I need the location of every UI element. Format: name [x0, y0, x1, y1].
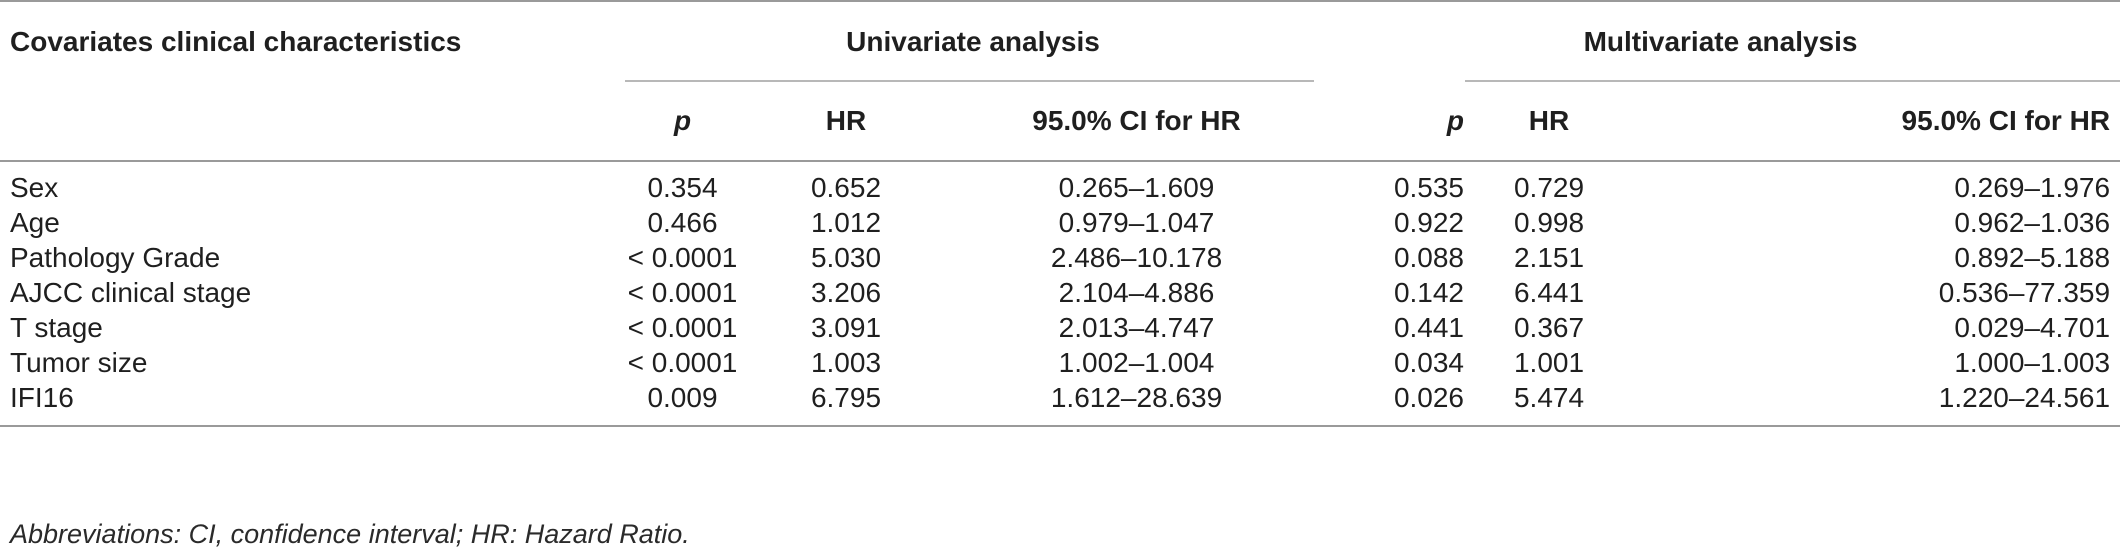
multivariate-hr-value: 1.001 — [1513, 346, 1585, 378]
univariate-hr-value: 5.030 — [810, 241, 882, 273]
univariate-p-value: 0.009 — [625, 380, 740, 427]
univariate-hr-value: 3.091 — [810, 311, 882, 343]
covariate-label: Sex — [10, 171, 59, 203]
multivariate-ci-spacer — [1634, 82, 1872, 162]
univariate-p-value: < 0.0001 — [627, 346, 738, 378]
univariate-p-value: 0.354 — [647, 171, 718, 203]
covariate-label: IFI16 — [0, 380, 625, 427]
multivariate-ci-value: 0.892–5.188 — [1954, 241, 2111, 273]
row-spacer — [1634, 310, 1871, 345]
cox-regression-table: Covariates clinical characteristics Univ… — [0, 0, 2120, 427]
univariate-hr-header: HR — [740, 82, 952, 162]
multivariate-ci-value: 1.000–1.003 — [1954, 346, 2111, 378]
univariate-ci-value: 0.265–1.609 — [1058, 171, 1215, 203]
covariates-header: Covariates clinical characteristics — [0, 0, 625, 82]
covariate-label: Tumor size — [10, 346, 148, 378]
univariate-p-value: 0.466 — [647, 206, 718, 238]
multivariate-ci-value: 0.269–1.976 — [1954, 171, 2111, 203]
univariate-ci-value: 2.013–4.747 — [1058, 311, 1215, 343]
table-row: IFI16 0.009 6.795 1.612–28.639 0.026 5.474 1.2… — [0, 380, 2120, 427]
univariate-ci-value: 0.979–1.047 — [1058, 206, 1215, 238]
multivariate-p-value: 0.088 — [1393, 241, 1465, 273]
multivariate-p-value: 0.026 — [1321, 380, 1465, 427]
univariate-header-label: Univariate analysis — [846, 26, 1100, 57]
univariate-ci-value: 2.486–10.178 — [1050, 241, 1223, 273]
covariate-label: T stage — [10, 311, 103, 343]
row-spacer — [1634, 205, 1871, 240]
table-row: Sex 0.354 0.652 0.265–1.609 0.535 0.729 0.269–… — [0, 161, 2120, 205]
multivariate-hr-value: 5.474 — [1464, 380, 1635, 427]
multivariate-hr-value: 0.367 — [1513, 311, 1585, 343]
header-sub-row: p HR 95.0% CI for HR p HR 95.0% CI for H… — [0, 82, 2120, 162]
univariate-ci-value: 1.002–1.004 — [1058, 346, 1215, 378]
multivariate-ci-header: 95.0% CI for HR — [1871, 82, 2120, 162]
univariate-underline — [625, 80, 1314, 82]
table-body: Sex 0.354 0.652 0.265–1.609 0.535 0.729 0.269–… — [0, 161, 2120, 427]
univariate-hr-value: 3.206 — [810, 276, 882, 308]
univariate-p-value: < 0.0001 — [627, 241, 738, 273]
multivariate-hr-value: 2.151 — [1513, 241, 1585, 273]
table-row: Age 0.466 1.012 0.979–1.047 0.922 0.998 0.962–… — [0, 205, 2120, 240]
multivariate-p-value: 0.142 — [1393, 276, 1465, 308]
univariate-p-header: p — [625, 82, 740, 162]
univariate-hr-value: 0.652 — [810, 171, 882, 203]
row-spacer — [1634, 380, 1872, 427]
univariate-hr-value: 1.003 — [810, 346, 882, 378]
univariate-header: Univariate analysis — [625, 0, 1322, 82]
multivariate-ci-value: 0.962–1.036 — [1954, 206, 2111, 238]
multivariate-ci-value: 0.029–4.701 — [1954, 311, 2111, 343]
multivariate-underline — [1465, 80, 2120, 82]
sub-header-blank — [0, 82, 625, 162]
univariate-hr-value: 6.795 — [740, 380, 952, 427]
table-footnote: Abbreviations: CI, confidence interval; … — [10, 519, 690, 549]
multivariate-header-label: Multivariate analysis — [1583, 26, 1858, 57]
univariate-p-value: < 0.0001 — [627, 276, 738, 308]
table-row: AJCC clinical stage < 0.0001 3.206 2.104–4.… — [0, 275, 2120, 310]
multivariate-ci-value: 0.536–77.359 — [1938, 276, 2111, 308]
covariate-label: AJCC clinical stage — [10, 276, 252, 308]
header-group-row: Covariates clinical characteristics Univ… — [0, 0, 2120, 82]
multivariate-p-value: 0.535 — [1393, 171, 1465, 203]
table-row: T stage < 0.0001 3.091 2.013–4.747 0.441 0.36… — [0, 310, 2120, 345]
multivariate-p-value: 0.922 — [1393, 206, 1465, 238]
covariate-label: Pathology Grade — [10, 241, 221, 273]
row-spacer — [1634, 345, 1871, 380]
univariate-hr-value: 1.012 — [810, 206, 882, 238]
multivariate-header: Multivariate analysis — [1321, 0, 2120, 82]
multivariate-hr-value: 0.998 — [1513, 206, 1585, 238]
covariate-label: Age — [10, 206, 60, 238]
univariate-ci-value: 1.612–28.639 — [952, 380, 1322, 427]
multivariate-hr-value: 0.729 — [1513, 171, 1585, 203]
multivariate-p-value: 0.034 — [1393, 346, 1465, 378]
row-spacer — [1634, 275, 1871, 310]
row-spacer — [1634, 240, 1871, 275]
multivariate-p-value: 0.441 — [1393, 311, 1465, 343]
univariate-ci-value: 2.104–4.886 — [1058, 276, 1215, 308]
multivariate-p-header: p — [1321, 82, 1465, 162]
multivariate-hr-header: HR — [1464, 82, 1635, 162]
table-row: Pathology Grade < 0.0001 5.030 2.486–10.178… — [0, 240, 2120, 275]
multivariate-hr-value: 6.441 — [1513, 276, 1585, 308]
table-row: Tumor size < 0.0001 1.003 1.002–1.004 0.034 1… — [0, 345, 2120, 380]
univariate-p-value: < 0.0001 — [627, 311, 738, 343]
multivariate-ci-value: 1.220–24.561 — [1871, 380, 2120, 427]
row-spacer — [1634, 161, 1871, 205]
univariate-ci-header: 95.0% CI for HR — [952, 82, 1322, 162]
